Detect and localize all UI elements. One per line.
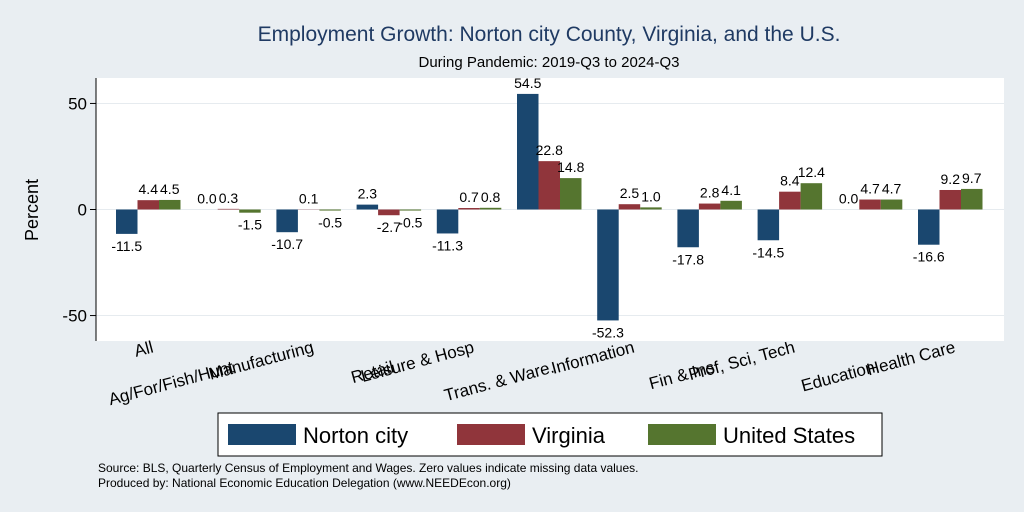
bar-virginia bbox=[458, 208, 480, 210]
category-label: Trans. & Ware. bbox=[442, 358, 556, 406]
bar-united-states bbox=[239, 209, 261, 213]
category-label: Prof, Sci, Tech bbox=[686, 338, 796, 385]
bar-virginia bbox=[378, 209, 400, 216]
data-label: -17.8 bbox=[672, 251, 704, 267]
bar-norton-city bbox=[677, 209, 699, 248]
data-label: 0.0 bbox=[839, 191, 859, 207]
chart-subtitle: During Pandemic: 2019-Q3 to 2024-Q3 bbox=[419, 54, 680, 71]
bar-united-states bbox=[961, 188, 983, 210]
bar-united-states bbox=[720, 200, 742, 210]
bar-united-states bbox=[560, 178, 582, 210]
data-label: -2.7 bbox=[377, 219, 401, 235]
data-label: 4.7 bbox=[860, 181, 880, 197]
data-label: -10.7 bbox=[271, 236, 303, 252]
legend-swatch bbox=[648, 424, 716, 445]
data-label: 14.8 bbox=[557, 159, 584, 175]
data-label: -16.6 bbox=[913, 249, 945, 265]
data-label: 22.8 bbox=[536, 142, 563, 158]
legend-swatch bbox=[457, 424, 525, 445]
category-label: Health Care bbox=[865, 338, 958, 380]
bar-virginia bbox=[698, 203, 721, 210]
data-label: 4.7 bbox=[882, 181, 902, 197]
data-label: 8.4 bbox=[780, 173, 800, 189]
y-axis-label: Percent bbox=[22, 179, 42, 241]
data-label: -14.5 bbox=[752, 244, 784, 260]
category-label: All bbox=[132, 338, 155, 361]
data-label: 2.3 bbox=[358, 186, 378, 202]
data-label: 0.7 bbox=[459, 189, 479, 205]
data-label: 54.5 bbox=[514, 75, 541, 91]
bar-united-states bbox=[800, 183, 823, 210]
data-label: -11.3 bbox=[432, 237, 463, 253]
produced-by-note: Produced by: National Economic Education… bbox=[98, 476, 511, 490]
data-label: -0.5 bbox=[398, 215, 422, 231]
bar-virginia bbox=[859, 199, 881, 210]
y-tick-label: -50 bbox=[62, 307, 87, 326]
bar-united-states bbox=[880, 199, 903, 210]
data-label: 4.4 bbox=[139, 181, 159, 197]
bar-norton-city bbox=[276, 209, 298, 233]
data-label: 9.7 bbox=[962, 170, 982, 186]
legend-box bbox=[217, 412, 883, 457]
legend-label: Virginia bbox=[532, 423, 606, 448]
data-label: 2.8 bbox=[700, 185, 720, 201]
data-label: -0.5 bbox=[318, 215, 342, 231]
bar-united-states bbox=[640, 207, 662, 210]
legend-label: United States bbox=[723, 423, 855, 448]
bar-norton-city bbox=[757, 209, 780, 241]
legend-swatch bbox=[228, 424, 296, 445]
bar-norton-city bbox=[597, 209, 619, 321]
data-label: 9.2 bbox=[941, 171, 961, 187]
category-label: Manufacturing bbox=[207, 338, 316, 384]
bar-norton-city bbox=[517, 93, 539, 210]
y-axis-ticks: -50 0 50 bbox=[62, 94, 96, 326]
bar-virginia bbox=[618, 204, 641, 210]
y-tick-label: 0 bbox=[78, 201, 87, 220]
y-tick-label: 50 bbox=[68, 94, 87, 113]
bar-virginia bbox=[779, 191, 801, 210]
chart-title: Employment Growth: Norton city County, V… bbox=[258, 23, 841, 46]
bar-norton-city bbox=[918, 209, 940, 245]
data-label: 12.4 bbox=[798, 164, 825, 180]
bar-united-states bbox=[319, 209, 341, 211]
bar-norton-city bbox=[436, 209, 459, 234]
bar-norton-city bbox=[116, 209, 138, 234]
data-label: 4.5 bbox=[160, 181, 180, 197]
data-label: 0.0 bbox=[197, 191, 217, 207]
bar-united-states bbox=[479, 207, 502, 210]
bar-norton-city bbox=[356, 204, 379, 210]
category-label: Information bbox=[549, 338, 636, 378]
data-label: 0.8 bbox=[481, 189, 501, 205]
data-label: 0.3 bbox=[219, 190, 239, 206]
data-label: 0.1 bbox=[299, 190, 319, 206]
bar-united-states bbox=[159, 199, 181, 210]
bar-virginia bbox=[538, 161, 560, 210]
source-note: Source: BLS, Quarterly Census of Employm… bbox=[98, 461, 639, 475]
data-label: -1.5 bbox=[238, 217, 262, 233]
bar-virginia bbox=[137, 200, 159, 210]
legend-label: Norton city bbox=[303, 423, 408, 448]
data-label: 4.1 bbox=[721, 182, 741, 198]
legend: Norton city Virginia United States bbox=[217, 412, 883, 457]
bar-virginia bbox=[939, 189, 961, 210]
data-labels: -11.5 0.0 -10.7 2.3 -11.3 54.5 -52.3 -17.8 -14.5… bbox=[111, 75, 981, 341]
data-label: -11.5 bbox=[111, 238, 142, 254]
bar-united-states bbox=[399, 209, 422, 211]
data-label: 1.0 bbox=[641, 188, 661, 204]
bar-virginia bbox=[217, 208, 240, 210]
bars bbox=[116, 93, 983, 321]
data-label: -52.3 bbox=[592, 324, 624, 340]
data-label: 2.5 bbox=[620, 185, 640, 201]
